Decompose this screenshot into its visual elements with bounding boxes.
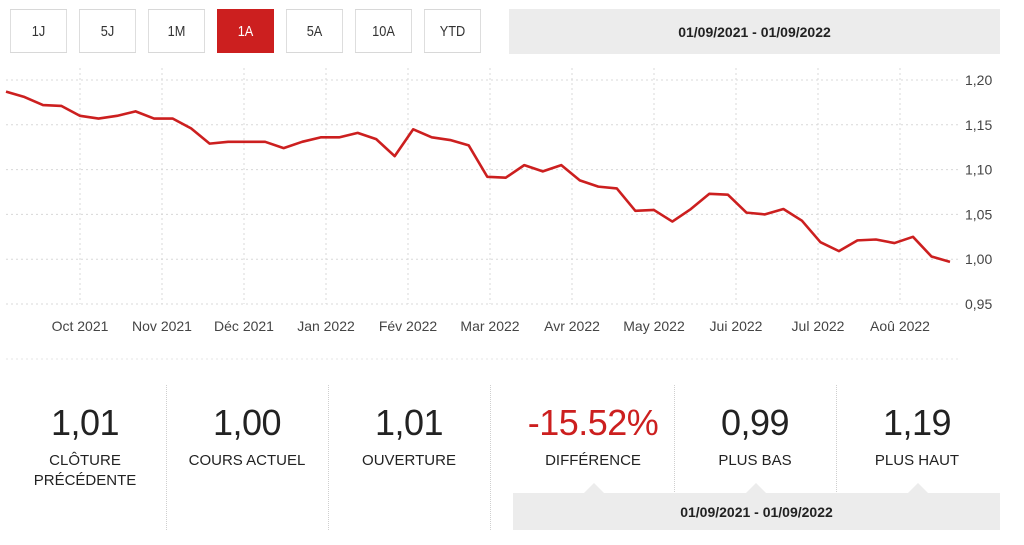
bottom-date-range: 01/09/2021 - 01/09/2022: [513, 493, 1000, 530]
range-button-5a[interactable]: 5A: [286, 9, 343, 53]
y-tick-label: 0,95: [965, 296, 992, 312]
stat-label: COURS ACTUEL: [188, 452, 306, 469]
x-tick-label: Avr 2022: [544, 318, 600, 334]
stat-value: 0,99: [720, 402, 790, 443]
stat-open: 1,01 OUVERTURE: [328, 385, 490, 471]
x-tick-label: Jan 2022: [297, 318, 355, 334]
range-button-5j[interactable]: 5J: [79, 9, 136, 53]
y-tick-label: 1,20: [965, 72, 992, 88]
divider: [674, 385, 675, 530]
stat-label: PLUS HAUT: [874, 452, 960, 469]
stat-current-price: 1,00 COURS ACTUEL: [166, 385, 328, 471]
stat-high: 1,19 PLUS HAUT: [836, 385, 998, 471]
x-tick-label: Fév 2022: [379, 318, 438, 334]
y-tick-label: 1,05: [965, 206, 992, 222]
stat-value: -15.52%: [527, 402, 659, 443]
stat-value: 1,01: [374, 402, 444, 443]
price-chart: 1,20 1,15 1,10 1,05 1,00 0,95 Oct 2021 Nov 2021…: [5, 68, 992, 360]
y-tick-label: 1,15: [965, 117, 992, 133]
stat-value: 1,01: [50, 402, 120, 443]
range-selector: 1J 5J 1M 1A 5A 10A YTD: [5, 9, 486, 53]
x-tick-label: Nov 2021: [132, 318, 192, 334]
range-button-1j[interactable]: 1J: [10, 9, 67, 53]
stat-value: 1,00: [212, 402, 282, 443]
x-tick-label: Déc 2021: [214, 318, 274, 334]
range-button-ytd[interactable]: YTD: [424, 9, 481, 53]
pointer-notch: [583, 483, 605, 494]
x-tick-label: Jui 2022: [710, 318, 763, 334]
stat-label: CLÔTURE PRÉCÉDENTE: [33, 452, 137, 489]
date-range-display[interactable]: 01/09/2021 - 01/09/2022: [509, 9, 1000, 54]
x-tick-label: Oct 2021: [52, 318, 109, 334]
x-tick-label: Aoû 2022: [870, 318, 930, 334]
y-tick-label: 1,10: [965, 162, 992, 178]
x-tick-label: Mar 2022: [460, 318, 519, 334]
x-tick-label: May 2022: [623, 318, 685, 334]
stat-low: 0,99 PLUS BAS: [674, 385, 836, 471]
divider: [490, 385, 491, 530]
stat-difference: -15.52% DIFFÉRENCE: [512, 385, 674, 471]
range-button-1a[interactable]: 1A: [217, 9, 274, 53]
y-tick-label: 1,00: [965, 251, 992, 267]
divider: [166, 385, 167, 530]
stat-label: OUVERTURE: [362, 452, 456, 469]
stat-value: 1,19: [882, 402, 952, 443]
divider: [836, 385, 837, 530]
pointer-notch: [745, 483, 767, 494]
series-line: [5, 90, 951, 264]
divider: [328, 385, 329, 530]
stat-label: PLUS BAS: [718, 452, 792, 469]
range-button-1m[interactable]: 1M: [148, 9, 205, 53]
stat-previous-close: 1,01 CLÔTURE PRÉCÉDENTE: [4, 385, 166, 491]
pointer-notch: [907, 483, 929, 494]
range-button-10a[interactable]: 10A: [355, 9, 412, 53]
stat-label: DIFFÉRENCE: [545, 452, 641, 469]
stats-panel: 1,01 CLÔTURE PRÉCÉDENTE 1,00 COURS ACTUE…: [0, 385, 1000, 530]
x-tick-label: Jul 2022: [792, 318, 845, 334]
